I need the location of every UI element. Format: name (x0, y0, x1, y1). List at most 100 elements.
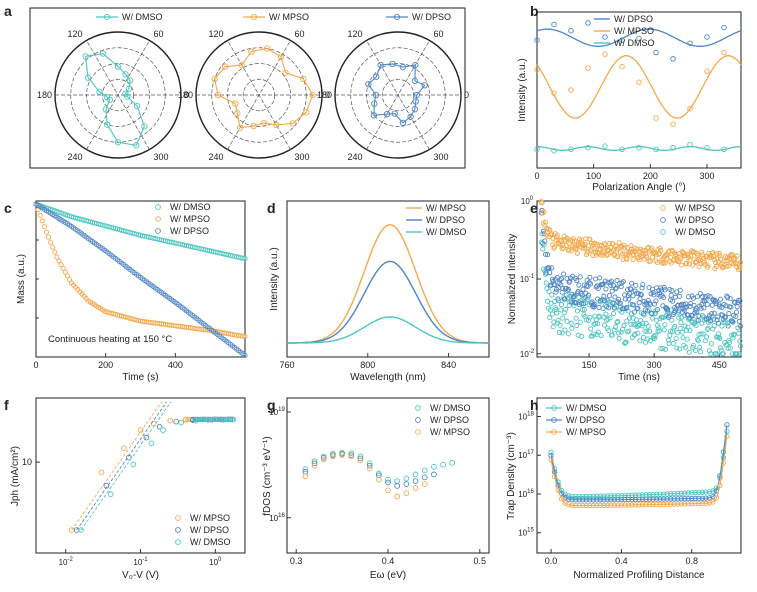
data-point (729, 252, 735, 258)
polar-data-point (371, 100, 378, 107)
data-point (546, 289, 552, 295)
data-point (668, 491, 674, 497)
data-point (695, 257, 701, 263)
legend-marker (415, 405, 421, 411)
data-point (640, 320, 646, 326)
data-point (720, 460, 727, 466)
data-point (557, 322, 563, 328)
data-point (685, 490, 691, 496)
y-tick-label: 100 (521, 196, 534, 206)
data-point (678, 490, 684, 496)
data-point (696, 313, 702, 319)
data-point (173, 418, 180, 425)
spectrum-line (287, 260, 490, 344)
data-point (598, 333, 604, 339)
angle-tick: 0 (464, 90, 469, 100)
data-point (653, 115, 659, 121)
x-tick-label: 0.8 (686, 556, 699, 566)
data-point (242, 334, 248, 340)
polar-data-point (222, 63, 229, 70)
data-point (698, 331, 704, 337)
data-point (625, 502, 632, 508)
data-point (412, 471, 419, 478)
data-point (736, 330, 742, 336)
data-point (628, 286, 634, 292)
data-point (716, 334, 722, 341)
data-point (542, 238, 548, 244)
data-point (558, 307, 564, 313)
data-point (574, 322, 580, 329)
polar-data-point (303, 109, 310, 116)
data-point (579, 300, 585, 306)
data-point (661, 327, 667, 333)
data-point (678, 256, 684, 262)
data-point (624, 256, 630, 262)
data-point (629, 496, 635, 503)
data-point (581, 301, 587, 307)
panel-a-frame (29, 7, 466, 169)
data-point (620, 279, 626, 285)
data-point (650, 496, 656, 502)
data-point (589, 299, 595, 305)
data-point (357, 457, 364, 464)
data-point (558, 282, 564, 288)
data-point (62, 269, 68, 275)
data-point (608, 497, 614, 503)
data-point (613, 285, 619, 291)
data-point (597, 497, 603, 503)
data-point (700, 331, 706, 337)
data-point (669, 317, 675, 323)
y-tick-label: 1016 (269, 513, 285, 523)
data-point (573, 493, 579, 500)
legend-marker (551, 405, 557, 411)
data-point (574, 250, 581, 256)
data-point (695, 294, 701, 300)
data-point (725, 323, 731, 329)
data-point (611, 311, 617, 317)
y-tick-label-exp: 18 (527, 411, 534, 417)
data-point (587, 493, 593, 500)
x-tick-label: 840 (441, 360, 456, 370)
data-point (37, 212, 43, 218)
data-point (555, 317, 561, 323)
y-tick-label-base: 10 (518, 412, 527, 421)
data-point (601, 493, 607, 499)
x-tick-label-exp: 0 (218, 557, 222, 563)
y-tick-label-base: 10 (518, 451, 527, 460)
data-point (567, 278, 573, 284)
data-point (568, 320, 574, 326)
data-point (590, 252, 596, 258)
data-point (717, 296, 724, 302)
data-point (385, 476, 391, 483)
polar-data-point (99, 50, 107, 57)
angle-tick: 180 (37, 90, 52, 100)
data-point (667, 328, 674, 334)
y-tick-label-exp: 16 (527, 489, 534, 495)
data-point (311, 460, 318, 467)
data-point (215, 416, 221, 423)
y-tick-label-base: 10 (269, 514, 278, 523)
data-point (556, 330, 562, 336)
legend-marker (415, 417, 421, 423)
y-tick-label-exp: 17 (527, 450, 534, 456)
data-point (547, 307, 553, 313)
data-point (670, 56, 676, 62)
data-point (720, 449, 727, 455)
data-point (558, 487, 565, 493)
data-point (540, 246, 546, 252)
x-tick-label-exp: -2 (68, 557, 74, 563)
legend-label: W/ DMSO (430, 403, 471, 413)
legend-label: W/ MPSO (430, 427, 470, 437)
data-point (571, 293, 577, 299)
data-point (622, 496, 628, 503)
data-point (156, 423, 163, 430)
data-point (692, 347, 699, 354)
data-point (619, 146, 625, 153)
panel-label: f (4, 397, 9, 413)
x-axis-label: Polarization Angle (°) (592, 182, 686, 193)
data-point (200, 416, 206, 423)
data-point (651, 335, 658, 342)
data-point (608, 493, 614, 499)
data-point (539, 200, 545, 206)
legend-marker (551, 417, 557, 423)
